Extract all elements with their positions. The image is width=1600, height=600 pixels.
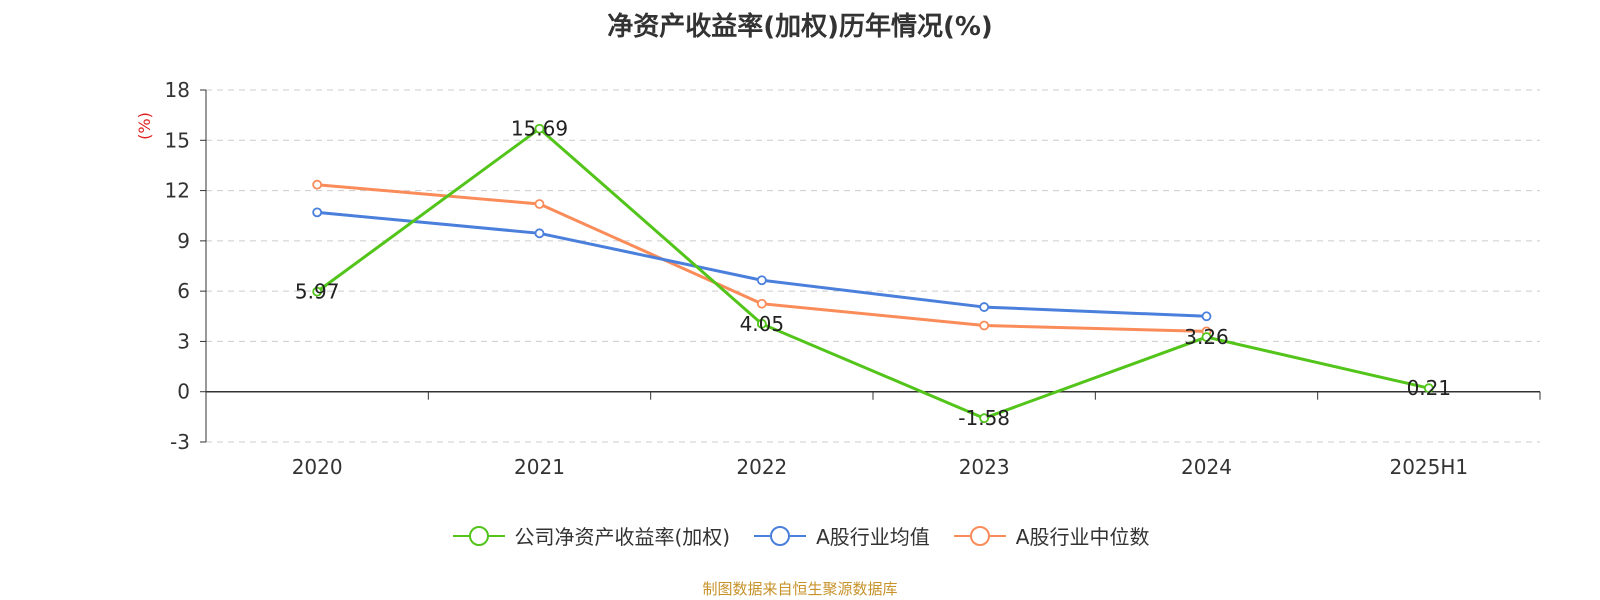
legend-swatch-marker bbox=[468, 525, 489, 546]
y-tick-label: 3 bbox=[177, 329, 190, 353]
source-note: 制图数据来自恒生聚源数据库 bbox=[702, 580, 898, 598]
series-line bbox=[316, 127, 1430, 420]
x-tick-label: 2025H1 bbox=[1389, 455, 1468, 479]
y-tick-label: 9 bbox=[177, 229, 190, 253]
data-point bbox=[979, 320, 990, 331]
y-tick-label: 6 bbox=[177, 279, 190, 303]
data-point bbox=[534, 123, 545, 134]
x-tick-label: 2023 bbox=[959, 455, 1010, 479]
data-point bbox=[312, 179, 323, 190]
y-tick-label: 18 bbox=[165, 78, 190, 102]
y-tick-label: 0 bbox=[177, 380, 190, 404]
legend-swatch-marker bbox=[969, 525, 990, 546]
data-point bbox=[756, 298, 767, 309]
data-point bbox=[1423, 383, 1434, 394]
legend-label: A股行业中位数 bbox=[1015, 525, 1150, 549]
data-point bbox=[1201, 332, 1212, 342]
x-tick-label: 2024 bbox=[1181, 455, 1232, 479]
legend-swatch bbox=[953, 525, 1006, 546]
data-point bbox=[312, 207, 323, 218]
legend-label: A股行业均值 bbox=[816, 525, 930, 549]
x-tick-label: 2021 bbox=[514, 455, 565, 479]
data-label: 4.05 bbox=[740, 312, 785, 336]
data-point bbox=[534, 228, 545, 239]
data-point bbox=[534, 199, 545, 209]
x-tick-label: 2020 bbox=[292, 455, 343, 479]
y-tick-label: 12 bbox=[165, 179, 190, 203]
legend-label: 公司净资产收益率(加权) bbox=[514, 525, 731, 549]
data-point bbox=[756, 318, 767, 329]
legend-swatch bbox=[754, 525, 807, 546]
chart-title: 净资产收益率(加权)历年情况(%) bbox=[607, 12, 993, 42]
data-point bbox=[1201, 311, 1212, 322]
y-tick-label: 15 bbox=[165, 128, 190, 152]
legend-item[interactable]: 公司净资产收益率(加权) bbox=[451, 521, 731, 550]
data-point bbox=[312, 286, 323, 297]
legend: 公司净资产收益率(加权) A股行业均值 A股行业中位数 bbox=[0, 521, 1600, 550]
y-tick-label: -3 bbox=[170, 430, 190, 454]
legend-item[interactable]: A股行业均值 bbox=[752, 521, 930, 550]
x-tick-label: 2022 bbox=[736, 455, 787, 479]
legend-item[interactable]: A股行业中位数 bbox=[952, 521, 1150, 550]
data-label: 0.21 bbox=[1407, 376, 1452, 400]
data-label: 15.69 bbox=[511, 117, 568, 141]
legend-swatch-marker bbox=[770, 525, 791, 546]
data-point bbox=[979, 413, 990, 424]
data-point bbox=[979, 302, 990, 312]
data-label: 3.26 bbox=[1184, 325, 1229, 349]
data-point bbox=[756, 275, 767, 286]
data-label: 5.97 bbox=[295, 280, 340, 304]
data-label: -1.58 bbox=[958, 406, 1010, 430]
y-axis-label: (%) bbox=[135, 112, 154, 140]
legend-swatch bbox=[452, 525, 505, 546]
